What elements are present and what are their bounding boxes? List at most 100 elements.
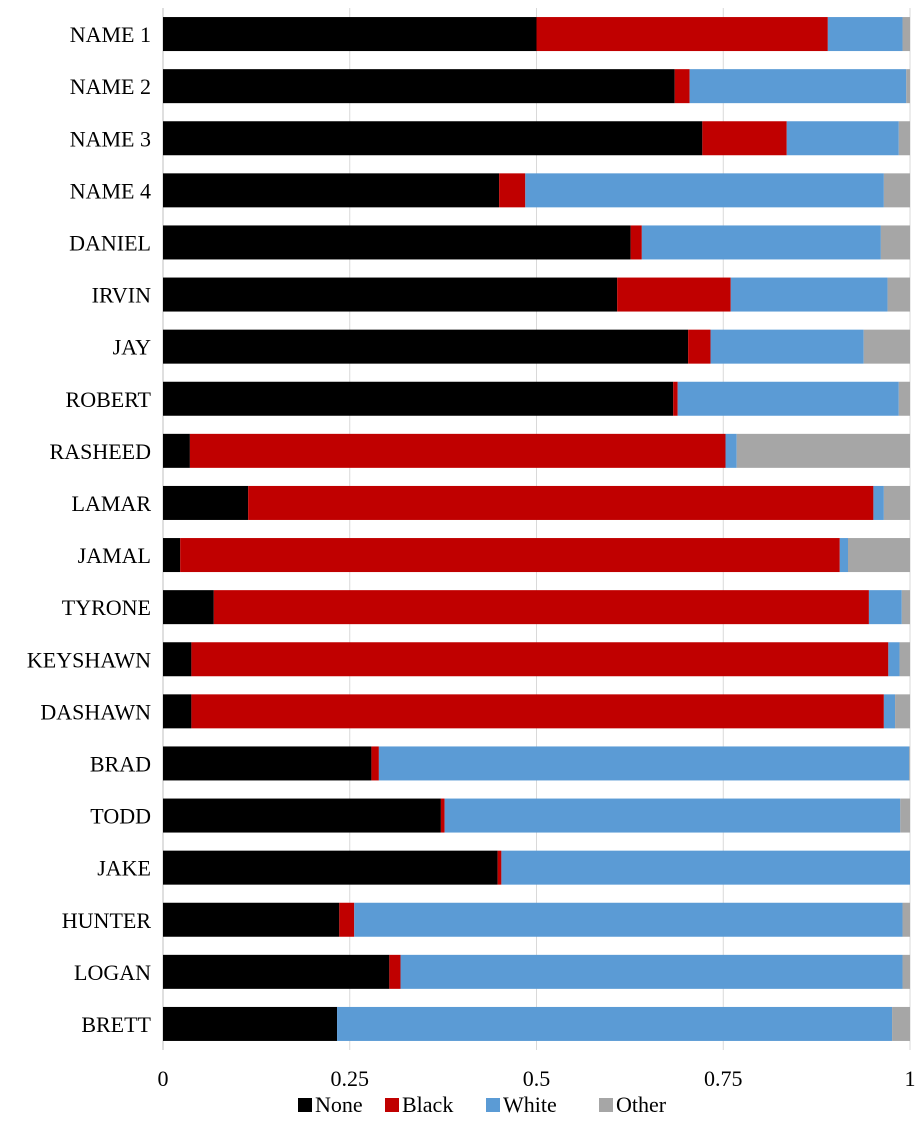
bar-segment-black <box>497 850 502 885</box>
bar-segment-none <box>163 17 537 52</box>
legend-label-white: White <box>503 1092 557 1117</box>
gridlines <box>162 8 911 1050</box>
bar-segment-none <box>163 642 192 677</box>
bar-segment-white <box>839 538 848 573</box>
bar-segment-white <box>354 902 903 937</box>
bar-segment-white <box>725 433 737 468</box>
bar-segment-other <box>887 277 910 312</box>
bar-segment-other <box>880 225 910 260</box>
bar-segment-other <box>898 381 910 416</box>
bar-segment-other <box>898 121 910 156</box>
bar-segment-black <box>389 954 401 989</box>
bar-segment-black <box>189 433 726 468</box>
bar-segment-white <box>710 329 864 364</box>
bar-segment-none <box>163 850 498 885</box>
bar-segment-other <box>900 798 910 833</box>
bar-segment-other <box>847 538 910 573</box>
category-label: DANIEL <box>69 230 151 255</box>
bar-segment-white <box>868 590 902 625</box>
category-label: NAME 4 <box>70 178 151 203</box>
bar-segment-black <box>702 121 787 156</box>
category-label: NAME 1 <box>70 22 151 47</box>
bar-segment-white <box>525 173 884 208</box>
bar-segment-black <box>499 173 526 208</box>
x-tick-labels: 0 0.25 0.5 0.75 1 <box>158 1066 916 1091</box>
bar-segment-white <box>873 485 884 520</box>
bar-segment-other <box>892 1006 910 1041</box>
bar-segment-white <box>883 694 896 729</box>
legend-label-black: Black <box>402 1092 453 1117</box>
category-label: ROBERT <box>66 387 152 412</box>
bar-segment-white <box>827 17 903 52</box>
legend-swatch-white <box>486 1098 500 1112</box>
bar-segment-none <box>163 1006 338 1041</box>
category-label: TODD <box>90 804 151 829</box>
bar-segment-none <box>163 433 190 468</box>
category-label: NAME 3 <box>70 126 151 151</box>
legend-swatch-none <box>298 1098 312 1112</box>
bar-segment-other <box>863 329 910 364</box>
bar-segment-other <box>736 433 910 468</box>
bar-segment-other <box>902 954 910 989</box>
bar-segment-black <box>180 538 840 573</box>
bars <box>163 17 910 1041</box>
bar-segment-other <box>906 69 910 104</box>
bar-segment-none <box>163 485 249 520</box>
category-label: RASHEED <box>50 439 151 464</box>
legend-swatch-black <box>385 1098 399 1112</box>
x-tick-label: 0 <box>158 1066 169 1091</box>
category-label: JAY <box>113 335 151 360</box>
bar-segment-black <box>339 902 355 937</box>
bar-segment-black <box>630 225 642 260</box>
category-label: JAMAL <box>78 543 151 568</box>
category-label: LOGAN <box>74 960 151 985</box>
bar-segment-black <box>674 69 690 104</box>
category-label: HUNTER <box>62 908 152 933</box>
bar-segment-white <box>641 225 881 260</box>
bar-segment-other <box>895 694 910 729</box>
category-label: IRVIN <box>92 283 151 308</box>
bar-segment-none <box>163 69 675 104</box>
bar-segment-other <box>883 485 910 520</box>
bar-segment-none <box>163 954 390 989</box>
bar-segment-white <box>378 746 910 781</box>
bar-segment-none <box>163 381 674 416</box>
bar-segment-other <box>902 17 910 52</box>
bar-segment-black <box>688 329 711 364</box>
bar-segment-none <box>163 798 441 833</box>
bar-segment-white <box>501 850 910 885</box>
bar-segment-black <box>371 746 379 781</box>
bar-segment-white <box>400 954 903 989</box>
bar-segment-white <box>786 121 899 156</box>
category-label: BRAD <box>90 751 151 776</box>
x-tick-label: 0.25 <box>331 1066 370 1091</box>
category-label: LAMAR <box>72 491 152 516</box>
bar-segment-black <box>248 485 874 520</box>
bar-segment-black <box>213 590 869 625</box>
bar-segment-black <box>536 17 828 52</box>
bar-segment-black <box>617 277 731 312</box>
bar-segment-white <box>689 69 907 104</box>
category-label: NAME 2 <box>70 74 151 99</box>
category-label: TYRONE <box>62 595 151 620</box>
bar-segment-black <box>191 642 889 677</box>
bar-segment-white <box>677 381 899 416</box>
category-label: KEYSHAWN <box>27 647 151 672</box>
bar-segment-none <box>163 694 192 729</box>
bar-segment-white <box>730 277 888 312</box>
bar-segment-other <box>901 590 910 625</box>
bar-segment-none <box>163 538 181 573</box>
legend: None Black White Other <box>298 1092 667 1117</box>
bar-segment-other <box>909 746 910 781</box>
bar-segment-none <box>163 173 500 208</box>
legend-label-other: Other <box>616 1092 667 1117</box>
category-label: BRETT <box>81 1012 151 1037</box>
bar-segment-none <box>163 329 689 364</box>
category-labels: NAME 1 NAME 2 NAME 3 NAME 4 DANIEL IRVIN JAY RO… <box>27 22 152 1037</box>
bar-segment-none <box>163 746 372 781</box>
bar-segment-white <box>444 798 901 833</box>
bar-segment-black <box>191 694 884 729</box>
legend-swatch-other <box>599 1098 613 1112</box>
bar-segment-none <box>163 277 618 312</box>
